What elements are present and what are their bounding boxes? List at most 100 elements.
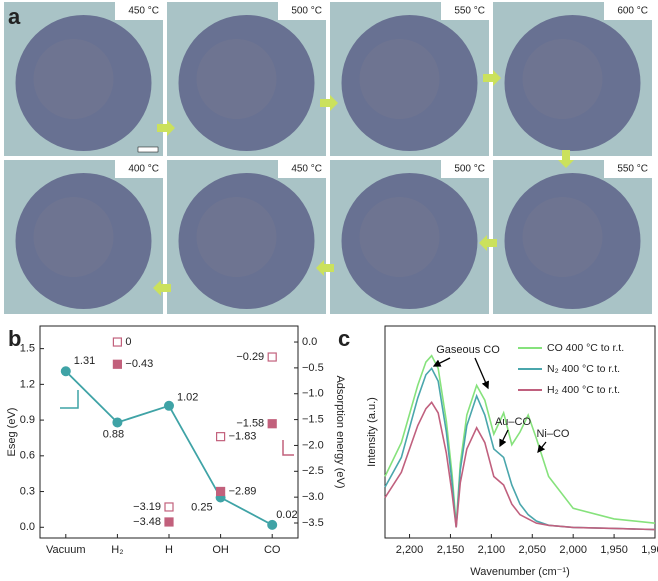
square-open-marker: [267, 352, 277, 362]
y-tick-label: 0.0: [20, 521, 35, 533]
nanoparticle: [15, 15, 152, 151]
point: [164, 400, 174, 411]
y-axis-title: Intensity (a.u.): [366, 397, 378, 467]
y-tick-label: 0.9: [20, 414, 35, 426]
nanoparticle: [504, 173, 641, 309]
nanoparticle-texture: [359, 197, 440, 277]
point: [60, 366, 71, 377]
square-marker: [267, 419, 277, 429]
spectrum-line: [384, 354, 656, 526]
temperature-label: 500 °C: [454, 164, 485, 175]
value-label: −1.83: [229, 431, 257, 443]
legend-label: H₂ 400 °C to r.t.: [547, 384, 620, 396]
nanoparticle-texture: [359, 39, 440, 119]
nanoparticle: [341, 15, 478, 151]
axis-indicator: [60, 390, 79, 409]
process-arrow: [157, 120, 175, 136]
value-label: 1.31: [74, 355, 95, 367]
value-label: 1.02: [177, 392, 198, 404]
nanoparticle: [178, 173, 315, 309]
spectrum-line: [384, 400, 656, 531]
nanoparticle-texture: [33, 197, 114, 277]
y2-tick-label: −2.0: [302, 439, 324, 451]
temperature-bg: [278, 160, 326, 178]
nanoparticle-texture: [196, 39, 277, 119]
panel-label: c: [338, 326, 350, 351]
nanoparticle: [504, 15, 641, 151]
annotation: Ni–CO: [536, 428, 569, 440]
x-axis-title: Wavenumber (cm⁻¹): [470, 566, 570, 578]
value-label: 0.25: [191, 501, 212, 513]
temperature-label: 500 °C: [291, 6, 322, 17]
temperature-bg: [115, 2, 163, 20]
series-line: [65, 370, 273, 526]
square-marker: [112, 359, 123, 369]
x-tick-label: 2,100: [478, 544, 506, 556]
y-tick-label: 1.2: [20, 378, 35, 390]
nanoparticle-texture: [33, 39, 114, 119]
temperature-bg: [441, 2, 489, 20]
panel-label: a: [8, 4, 21, 29]
process-arrow: [320, 95, 338, 111]
value-label: 0.02: [276, 509, 297, 521]
y2-tick-label: −2.5: [302, 465, 324, 477]
x-tick-label: 1,900: [641, 544, 658, 556]
plot-frame: [384, 325, 656, 539]
y2-tick-label: 0.0: [302, 336, 317, 348]
annotation: Au–CO: [495, 416, 532, 428]
temperature-label: 400 °C: [128, 164, 159, 175]
value-label: 0.88: [103, 428, 124, 440]
y2-tick-label: −3.0: [302, 491, 324, 503]
square-marker: [216, 486, 226, 497]
value-label: −3.48: [133, 516, 161, 528]
panel-label: b: [8, 326, 21, 351]
y-tick-label: 0.3: [20, 485, 35, 497]
x-tick-label: CO: [264, 544, 281, 556]
spectrum-line: [384, 367, 656, 531]
annotation-arrow: [432, 357, 451, 367]
temperature-label: 600 °C: [617, 6, 648, 17]
x-tick-label: H: [165, 544, 173, 556]
annotation-arrow: [537, 441, 547, 454]
annotation: Gaseous CO: [436, 344, 500, 356]
temperature-label: 550 °C: [617, 164, 648, 175]
process-arrow: [479, 235, 497, 251]
point: [112, 417, 123, 428]
value-label: −0.29: [236, 351, 264, 363]
x-tick-label: 1,950: [600, 544, 628, 556]
x-tick-label: H₂: [111, 544, 123, 556]
value-label: −2.89: [229, 485, 257, 497]
x-tick-label: 2,150: [437, 544, 465, 556]
y2-axis-title: Adsorption energy (eV): [334, 375, 346, 488]
y-tick-label: 0.6: [20, 450, 35, 462]
temperature-bg: [115, 160, 163, 178]
y2-tick-label: −0.5: [302, 362, 324, 374]
annotation-arrow: [474, 357, 489, 390]
value-label: −3.19: [133, 501, 161, 513]
y2-tick-label: −1.0: [302, 388, 324, 400]
nanoparticle-texture: [196, 197, 277, 277]
square-open-marker: [216, 432, 226, 442]
temperature-bg: [441, 160, 489, 178]
nanoparticle-texture: [522, 197, 603, 277]
temperature-label: 450 °C: [128, 6, 159, 17]
process-arrow: [316, 260, 334, 276]
temperature-bg: [604, 2, 652, 20]
axis-indicator: [282, 440, 294, 456]
y-tick-label: 1.5: [20, 343, 35, 355]
process-arrow: [558, 150, 574, 168]
process-arrow: [153, 280, 171, 296]
temperature-bg: [278, 2, 326, 20]
x-tick-label: OH: [212, 544, 229, 556]
x-tick-label: 2,050: [519, 544, 547, 556]
nanoparticle-texture: [522, 39, 603, 119]
value-label: −0.43: [125, 358, 153, 370]
y2-tick-label: −3.5: [302, 517, 324, 529]
value-label: −1.58: [236, 418, 264, 430]
annotation-arrow: [499, 429, 509, 448]
x-tick-label: 2,200: [396, 544, 424, 556]
x-tick-label: 2,000: [559, 544, 587, 556]
value-label: 0: [125, 336, 131, 348]
legend-label: N₂ 400 °C to r.t.: [547, 363, 620, 375]
